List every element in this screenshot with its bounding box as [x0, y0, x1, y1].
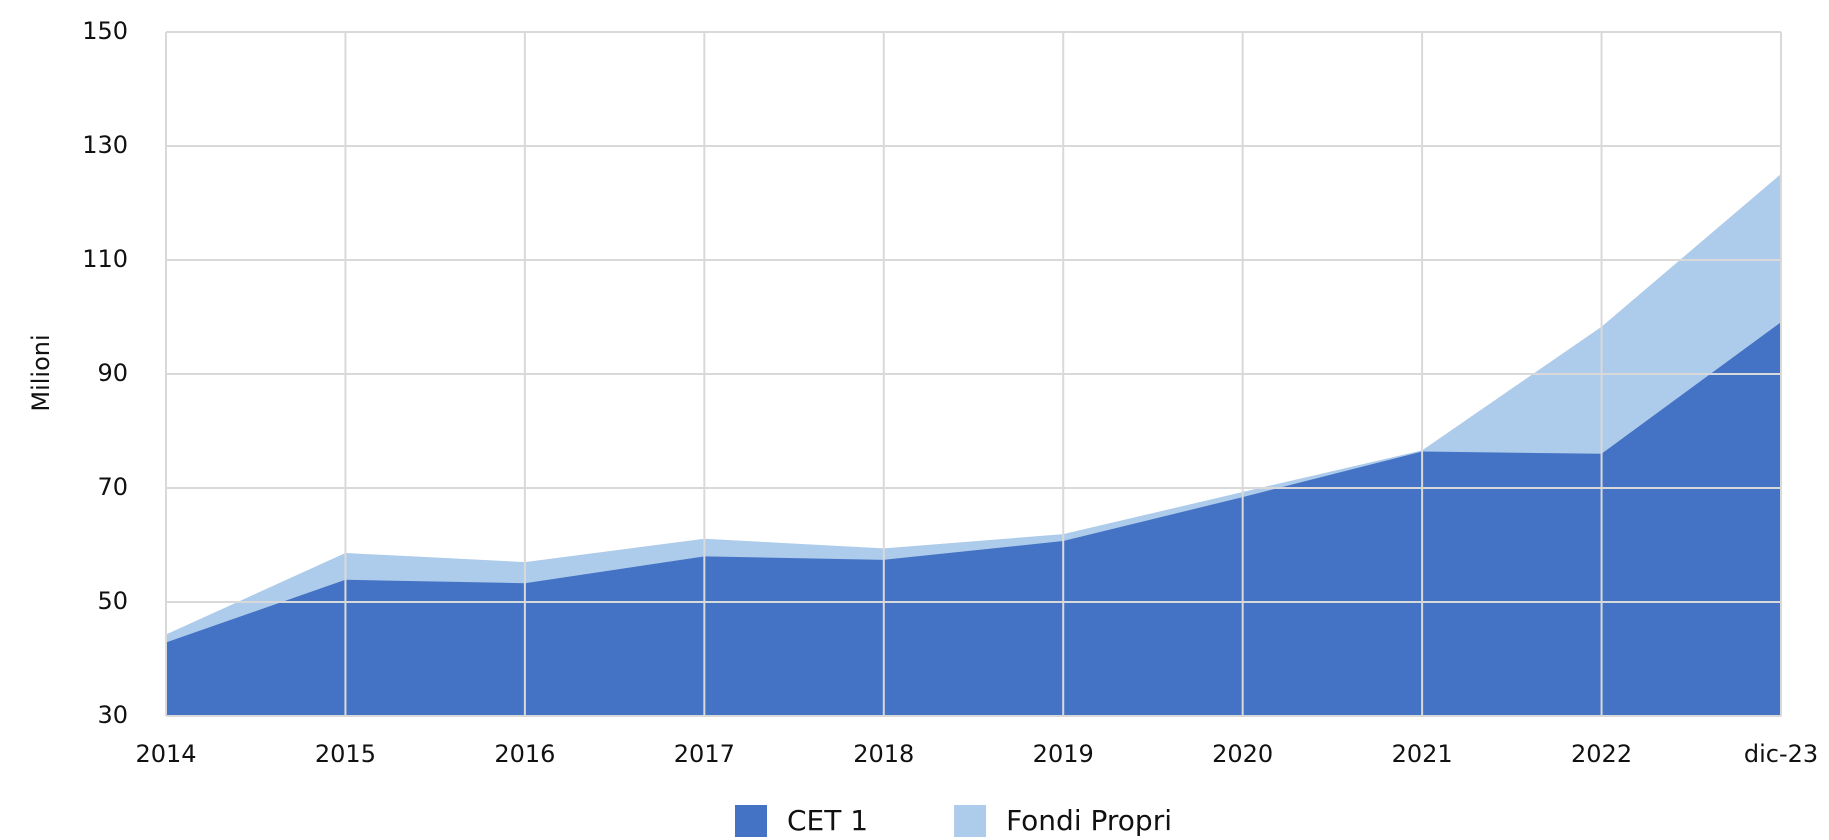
x-tick-label: dic-23 — [1744, 740, 1818, 768]
x-tick-label: 2018 — [853, 740, 914, 768]
areas — [166, 173, 1781, 716]
y-tick-label: 110 — [82, 245, 128, 273]
y-axis-label: Milioni — [27, 334, 55, 411]
legend-label: CET 1 — [787, 804, 868, 837]
x-tick-label: 2014 — [135, 740, 196, 768]
legend-label: Fondi Propri — [1006, 804, 1172, 837]
y-tick-label: 70 — [97, 473, 128, 501]
y-tick-label: 150 — [82, 17, 128, 45]
x-tick-label: 2017 — [674, 740, 735, 768]
y-tick-label: 130 — [82, 131, 128, 159]
y-tick-label: 90 — [97, 359, 128, 387]
y-tick-label: 30 — [97, 701, 128, 729]
x-tick-label: 2020 — [1212, 740, 1273, 768]
legend-swatch — [954, 805, 987, 837]
x-tick-label: 2015 — [315, 740, 376, 768]
area — [166, 322, 1781, 716]
legend-swatch — [735, 805, 767, 837]
x-tick-label: 2016 — [494, 740, 555, 768]
y-tick-label: 50 — [97, 587, 128, 615]
x-tick-label: 2022 — [1571, 740, 1632, 768]
x-tick-label: 2019 — [1033, 740, 1094, 768]
x-tick-label: 2021 — [1392, 740, 1453, 768]
